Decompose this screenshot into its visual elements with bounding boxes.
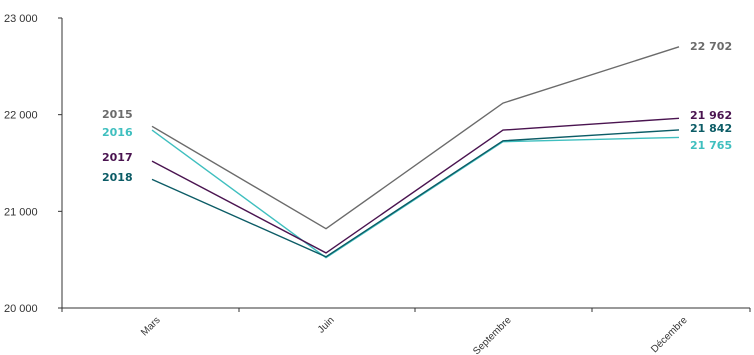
series-name-label: 2016	[102, 126, 133, 139]
axes	[61, 18, 750, 309]
x-tick-label: Décembre	[649, 315, 690, 355]
series-end-value-label: 21 962	[690, 109, 732, 122]
series-line-2015	[151, 46, 680, 230]
y-tick-label: 23 000	[4, 13, 38, 25]
series-line-2016	[151, 129, 680, 259]
x-tick-label: Juin	[316, 315, 337, 336]
series-name-label: 2018	[102, 171, 133, 184]
y-tick-label: 22 000	[4, 110, 38, 122]
x-tick-label: Mars	[139, 315, 163, 339]
series-line-2018	[151, 129, 680, 258]
series-group	[151, 46, 680, 259]
series-labels: 2015 22 702 2016 21 765 2017 21 962 2018 21 842	[102, 40, 732, 184]
series-end-value-label: 21 765	[690, 139, 732, 152]
x-tick-label: Septembre	[471, 315, 514, 355]
series-name-label: 2017	[102, 151, 133, 164]
y-ticks: 20 000 21 000 22 000 23 000	[4, 13, 62, 315]
y-tick-label: 20 000	[4, 303, 38, 315]
series-end-value-label: 22 702	[690, 40, 732, 53]
series-name-label: 2015	[102, 108, 133, 121]
series-end-value-label: 21 842	[690, 122, 732, 135]
y-tick-label: 21 000	[4, 206, 38, 218]
x-ticks: Mars Juin Septembre Décembre	[61, 308, 751, 355]
series-line-2017	[151, 117, 680, 254]
